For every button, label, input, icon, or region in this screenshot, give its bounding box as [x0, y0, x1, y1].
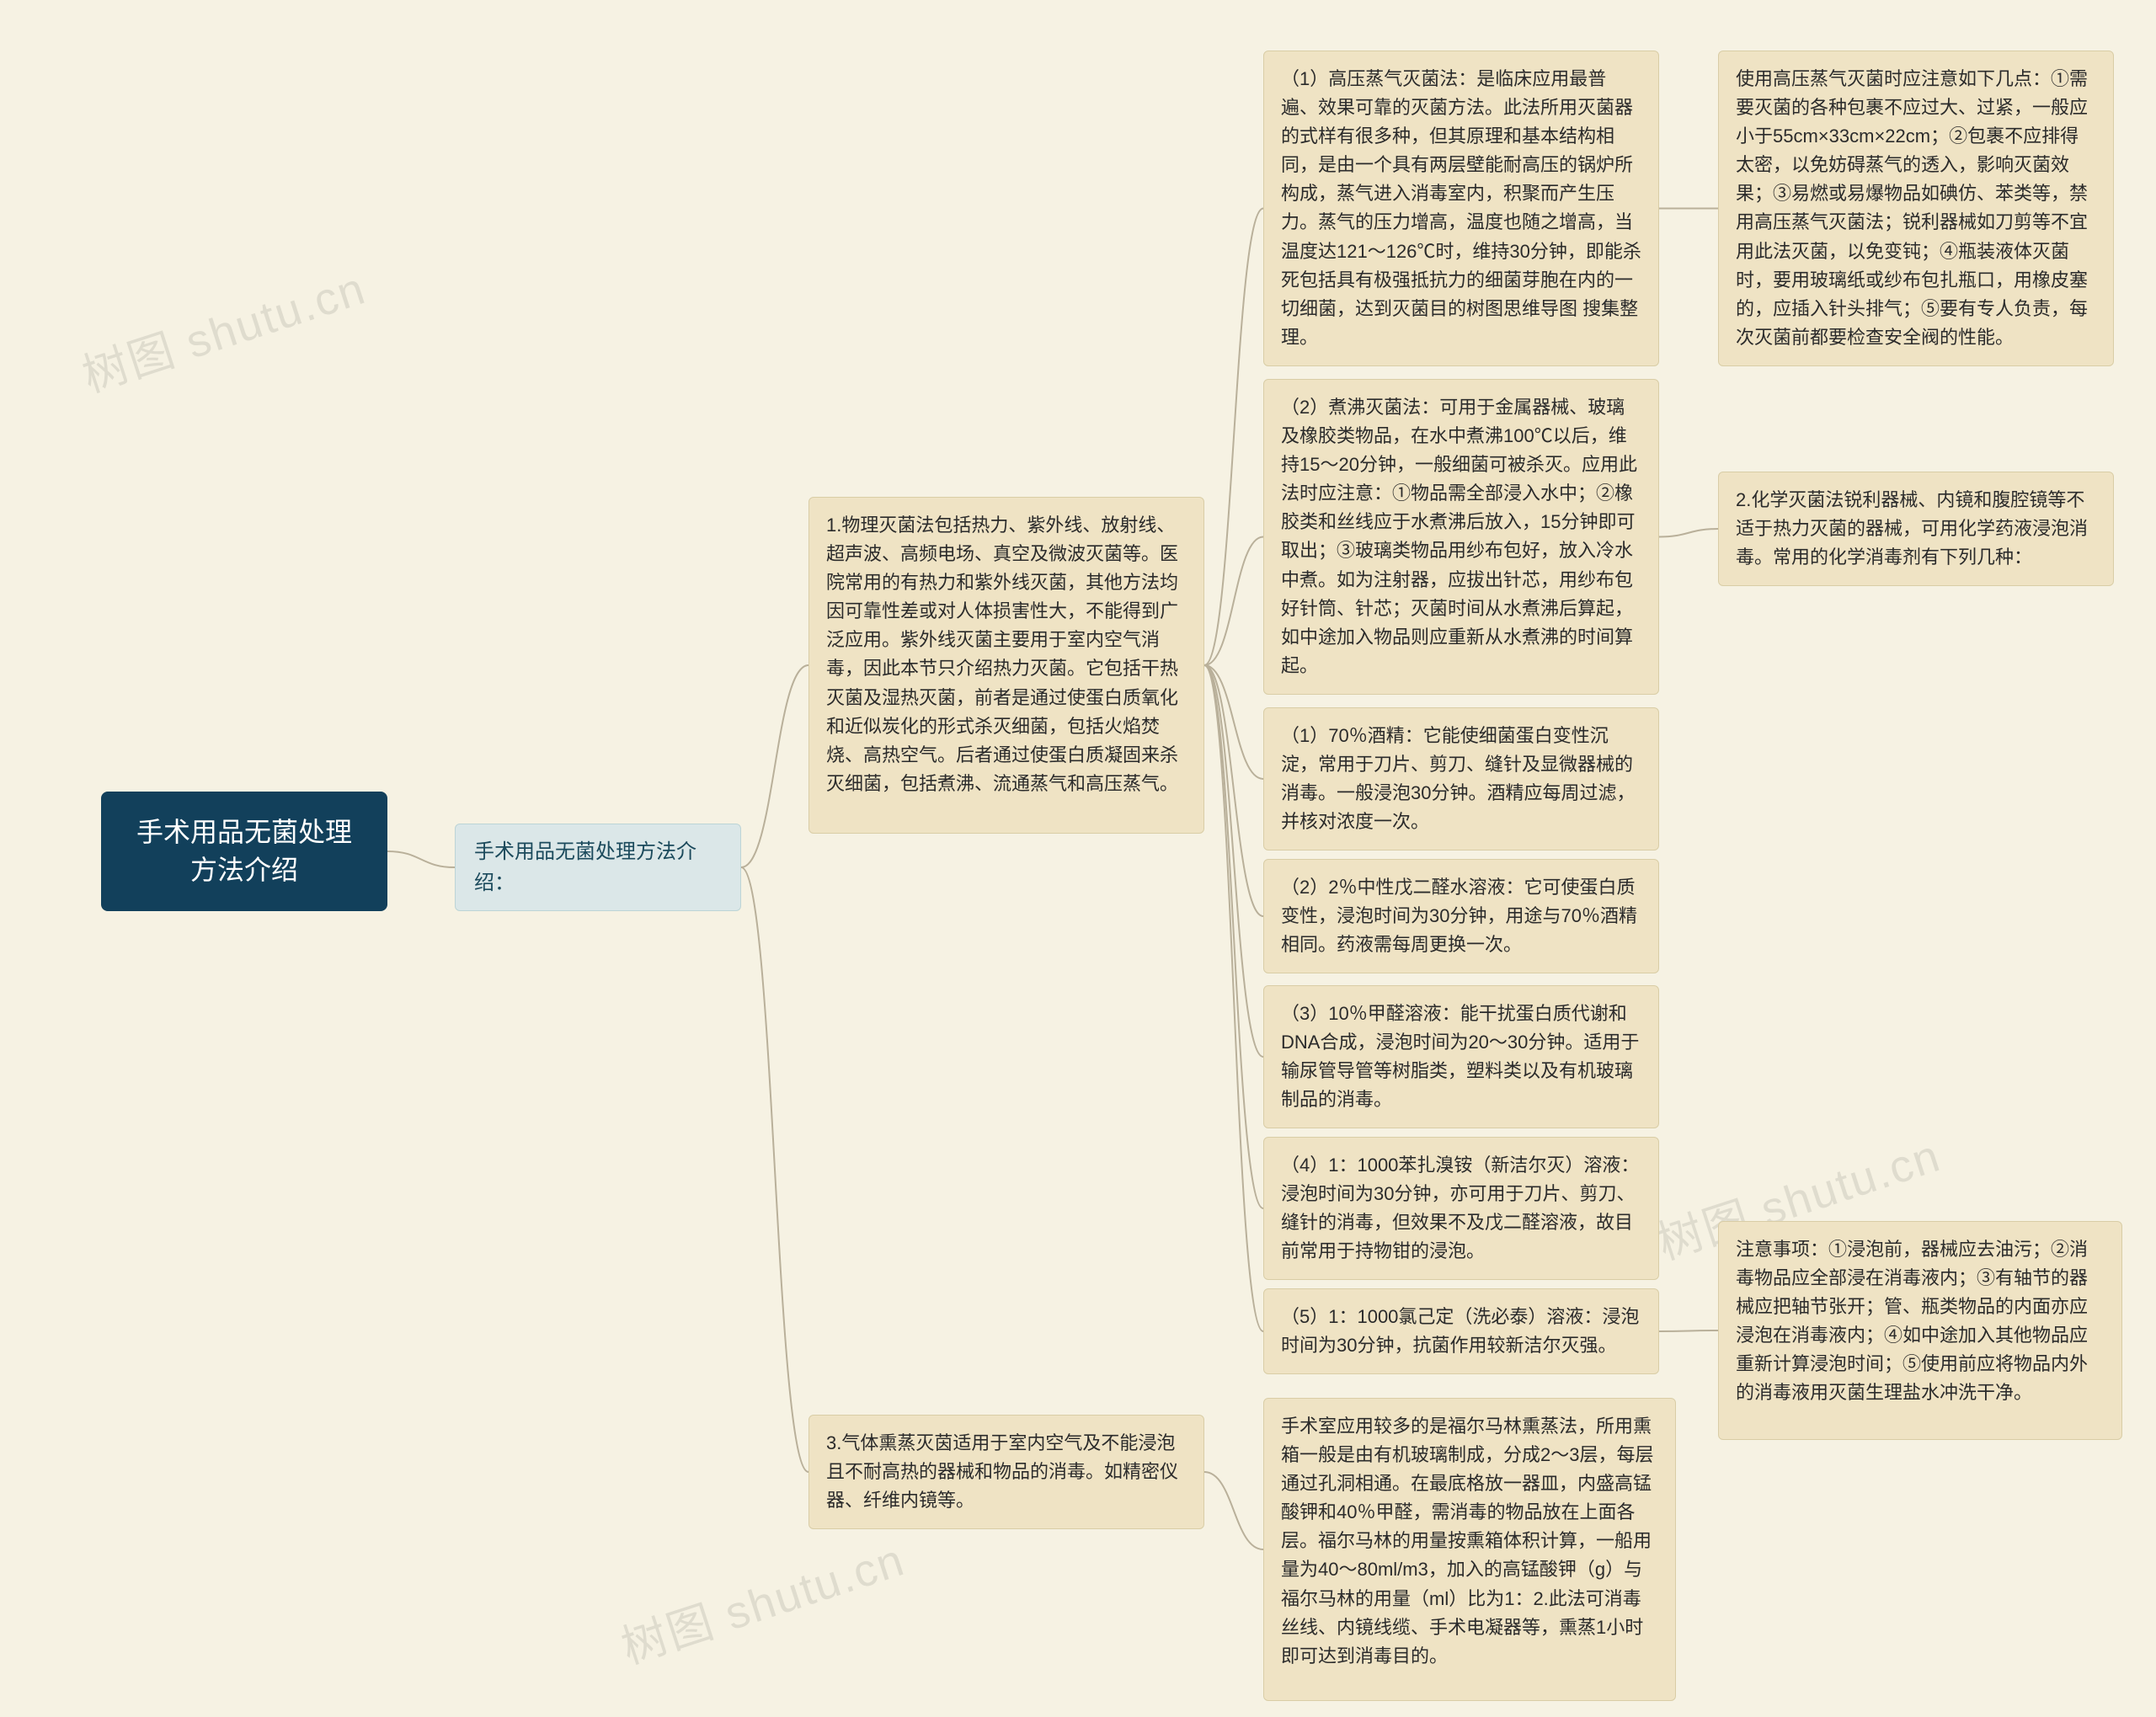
level3-node-4[interactable]: （2）2％中性戊二醛水溶液：它可使蛋白质变性，浸泡时间为30分钟，用途与70％酒…: [1263, 859, 1659, 973]
level2-node-gas[interactable]: 3.气体熏蒸灭茵适用于室内空气及不能浸泡且不耐高热的器械和物品的消毒。如精密仪器…: [808, 1415, 1204, 1529]
level3-node-8[interactable]: 手术室应用较多的是福尔马林熏蒸法，所用熏箱一般是由有机玻璃制成，分成2～3层，每…: [1263, 1398, 1676, 1701]
level1-node[interactable]: 手术用品无菌处理方法介绍：: [455, 824, 741, 911]
level4-node-1[interactable]: 使用高压蒸气灭菌时应注意如下几点：①需要灭菌的各种包裹不应过大、过紧，一般应小于…: [1718, 51, 2114, 366]
level3-node-2[interactable]: （2）煮沸灭菌法：可用于金属器械、玻璃及橡胶类物品，在水中煮沸100℃以后，维持…: [1263, 379, 1659, 695]
level3-node-7[interactable]: （5）1：1000氯己定（洗必泰）溶液：浸泡时间为30分钟，抗菌作用较新洁尔灭强…: [1263, 1288, 1659, 1374]
root-node[interactable]: 手术用品无菌处理方法介绍: [101, 792, 387, 911]
level4-node-2[interactable]: 2.化学灭菌法锐利器械、内镜和腹腔镜等不适于热力灭菌的器械，可用化学药液浸泡消毒…: [1718, 472, 2114, 586]
level3-node-3[interactable]: （1）70％酒精：它能使细菌蛋白变性沉淀，常用于刀片、剪刀、缝针及显微器械的消毒…: [1263, 707, 1659, 851]
level3-node-6[interactable]: （4）1：1000苯扎溴铵（新洁尔灭）溶液：浸泡时间为30分钟，亦可用于刀片、剪…: [1263, 1137, 1659, 1280]
level3-node-5[interactable]: （3）10％甲醛溶液：能干扰蛋白质代谢和DNA合成，浸泡时间为20～30分钟。适…: [1263, 985, 1659, 1128]
level4-node-3[interactable]: 注意事项：①浸泡前，器械应去油污；②消毒物品应全部浸在消毒液内；③有轴节的器械应…: [1718, 1221, 2122, 1440]
level2-node-physical[interactable]: 1.物理灭菌法包括热力、紫外线、放射线、超声波、高频电场、真空及微波灭菌等。医院…: [808, 497, 1204, 834]
level3-node-1[interactable]: （1）高压蒸气灭菌法：是临床应用最普遍、效果可靠的灭菌方法。此法所用灭菌器的式样…: [1263, 51, 1659, 366]
